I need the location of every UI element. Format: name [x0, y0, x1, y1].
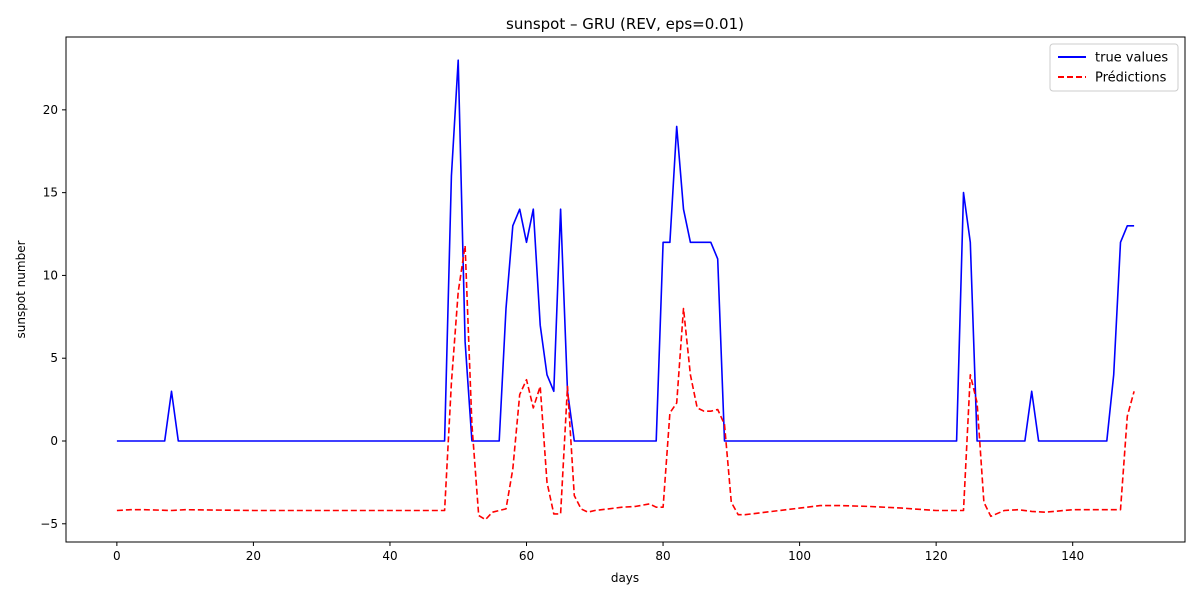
chart-title: sunspot – GRU (REV, eps=0.01) [506, 15, 744, 33]
x-tick-label: 120 [925, 549, 948, 563]
y-tick-label: −5 [40, 517, 58, 531]
y-tick-label: 15 [43, 186, 58, 200]
y-tick-label: 10 [43, 268, 58, 282]
y-axis-label: sunspot number [14, 240, 28, 338]
legend-label-predictions: Prédictions [1095, 71, 1167, 86]
x-tick-label: 80 [655, 549, 670, 563]
x-tick-label: 140 [1061, 549, 1084, 563]
x-tick-label: 100 [788, 549, 811, 563]
y-axis: −5 0 5 10 15 20 [40, 103, 66, 531]
legend-label-true-values: true values [1095, 51, 1168, 66]
y-tick-label: 0 [50, 434, 58, 448]
series-line-predictions [116, 244, 1135, 521]
x-tick-label: 60 [519, 549, 534, 563]
legend: true values Prédictions [1049, 43, 1179, 92]
y-tick-label: 20 [43, 103, 58, 117]
legend-box [1049, 43, 1179, 92]
x-axis: 0 20 40 60 80 100 120 140 [113, 542, 1084, 563]
series-line-true-values [116, 59, 1135, 442]
x-tick-label: 40 [382, 549, 397, 563]
x-tick-label: 0 [113, 549, 121, 563]
x-tick-label: 20 [246, 549, 261, 563]
plot-area [116, 59, 1135, 521]
plot-frame [65, 36, 1186, 543]
x-axis-label: days [611, 571, 639, 585]
y-tick-label: 5 [50, 351, 58, 365]
